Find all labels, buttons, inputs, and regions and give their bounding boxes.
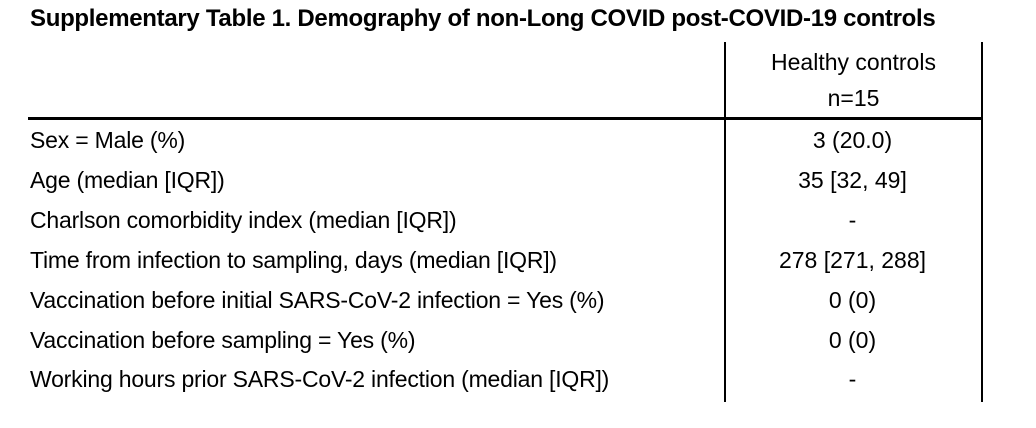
- table-row: Vaccination before sampling = Yes (%) 0 …: [0, 320, 1036, 360]
- table-body: Sex = Male (%) 3 (20.0) Age (median [IQR…: [0, 121, 1036, 400]
- row-value: 35 [32, 49]: [798, 167, 907, 194]
- table-title: Supplementary Table 1. Demography of non…: [30, 5, 936, 32]
- row-label: Age (median [IQR]): [30, 167, 225, 194]
- row-value: 3 (20.0): [812, 127, 893, 154]
- column-divider-right: [981, 42, 983, 402]
- row-value: 0 (0): [828, 286, 877, 313]
- table-row: Charlson comorbidity index (median [IQR]…: [0, 201, 1036, 241]
- column-header: Healthy controls n=15: [726, 44, 981, 116]
- row-value: -: [848, 207, 857, 234]
- column-divider-left: [724, 42, 726, 402]
- table-row: Time from infection to sampling, days (m…: [0, 241, 1036, 281]
- row-label: Vaccination before initial SARS-CoV-2 in…: [30, 286, 605, 313]
- row-label: Sex = Male (%): [30, 127, 186, 154]
- table-row: Sex = Male (%) 3 (20.0): [0, 121, 1036, 161]
- column-header-group: Healthy controls: [771, 49, 936, 75]
- row-label: Charlson comorbidity index (median [IQR]…: [30, 207, 457, 234]
- row-value: 278 [271, 288]: [778, 246, 927, 273]
- row-label: Working hours prior SARS-CoV-2 infection…: [30, 366, 610, 393]
- row-label: Vaccination before sampling = Yes (%): [30, 326, 416, 353]
- table-row: Working hours prior SARS-CoV-2 infection…: [0, 360, 1036, 400]
- table-row: Age (median [IQR]) 35 [32, 49]: [0, 161, 1036, 201]
- row-value: 0 (0): [828, 326, 877, 353]
- row-label: Time from infection to sampling, days (m…: [30, 246, 557, 273]
- column-header-n: n=15: [827, 85, 880, 111]
- header-rule: [28, 117, 983, 120]
- table-row: Vaccination before initial SARS-CoV-2 in…: [0, 280, 1036, 320]
- row-value: -: [848, 366, 857, 393]
